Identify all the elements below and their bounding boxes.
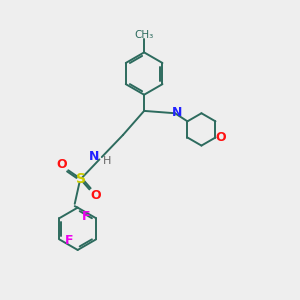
Text: H: H: [103, 156, 112, 166]
Text: N: N: [88, 150, 99, 163]
Text: F: F: [64, 234, 73, 247]
Text: S: S: [76, 172, 85, 186]
Text: CH₃: CH₃: [134, 30, 154, 40]
Text: O: O: [56, 158, 67, 172]
Text: O: O: [90, 189, 101, 202]
Text: F: F: [82, 210, 91, 223]
Text: N: N: [172, 106, 182, 119]
Text: O: O: [215, 131, 226, 144]
